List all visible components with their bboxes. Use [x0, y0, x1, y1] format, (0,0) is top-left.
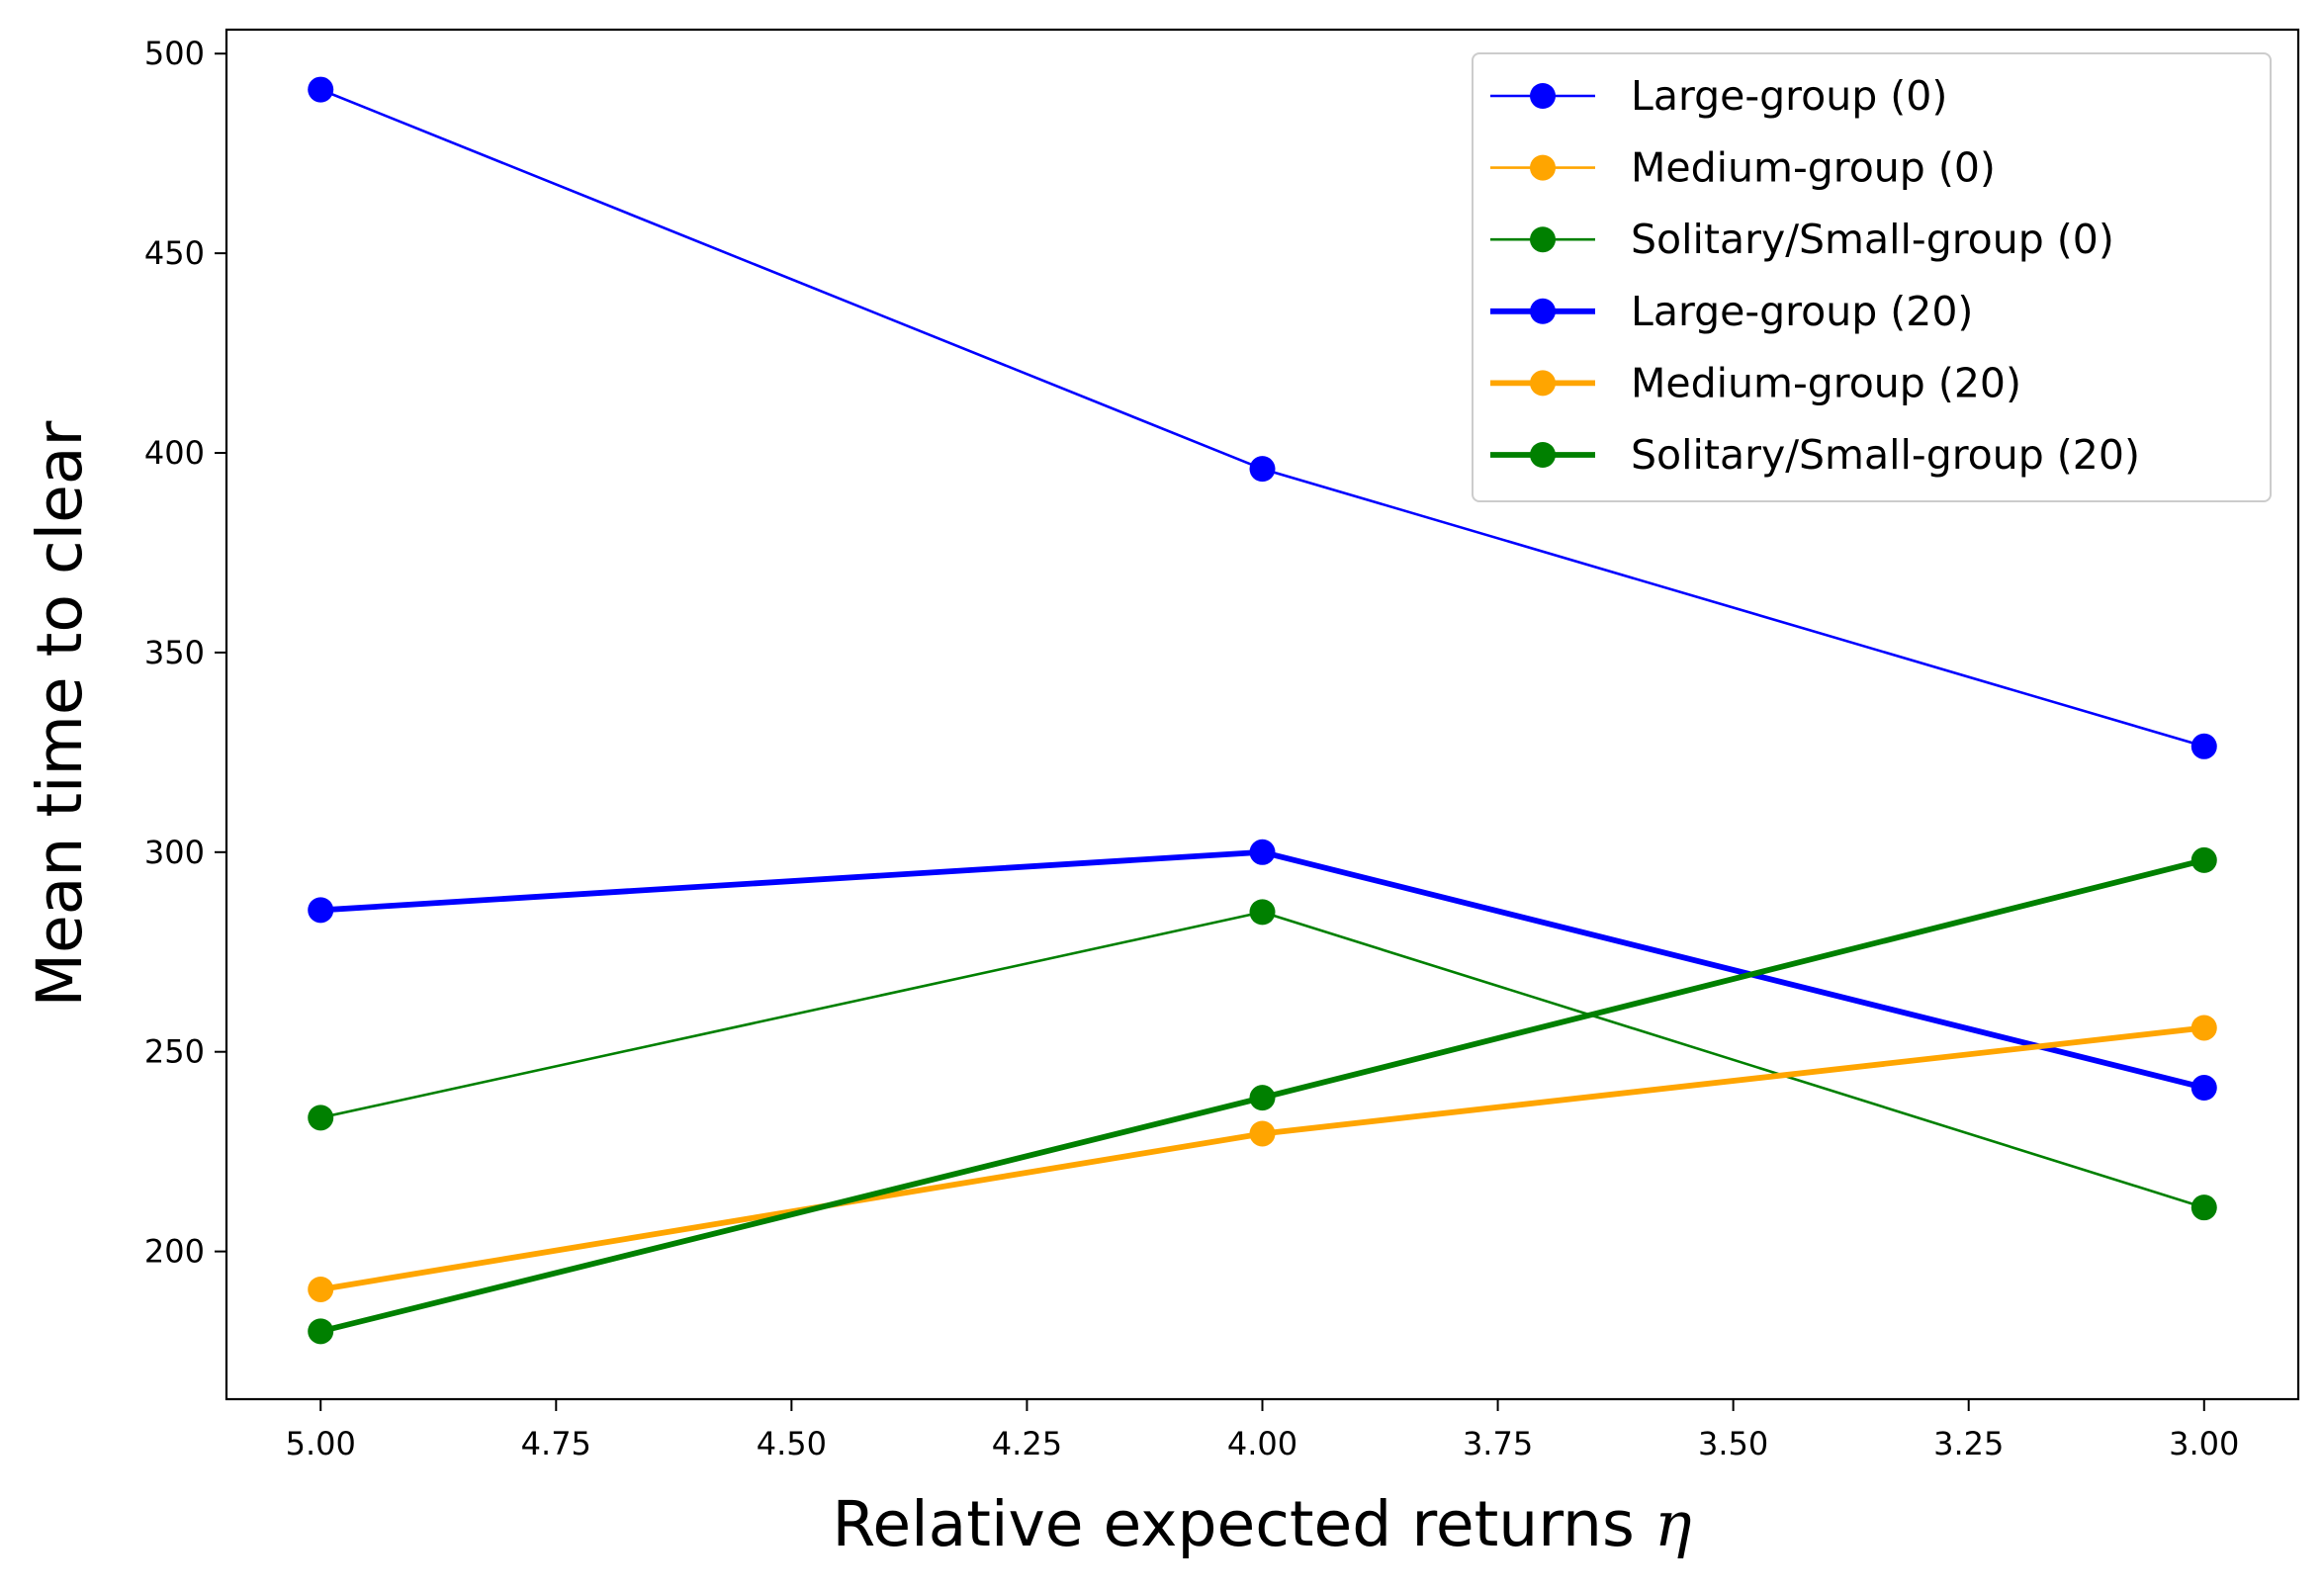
- y-tick-label: 400: [144, 434, 205, 472]
- x-axis-label-text: Relative expected returns: [832, 1488, 1634, 1560]
- data-point: [2190, 846, 2217, 873]
- legend-label: Medium-group (20): [1631, 359, 2021, 406]
- y-tick-label: 250: [144, 1033, 205, 1071]
- x-tick-label: 4.75: [521, 1425, 591, 1462]
- legend-entry: Medium-group (20): [1490, 359, 2021, 406]
- series-3: [308, 899, 2217, 1221]
- data-point: [308, 897, 334, 924]
- legend-entry: Solitary/Small-group (20): [1490, 431, 2140, 479]
- data-point: [2190, 733, 2217, 759]
- series-4: [308, 839, 2217, 1102]
- legend-entry: Solitary/Small-group (0): [1490, 216, 2114, 263]
- y-axis-label: Mean time to clear: [24, 421, 96, 1008]
- legend-entry: Large-group (0): [1490, 72, 1947, 120]
- x-axis-label: Relative expected returns η: [832, 1488, 1691, 1560]
- x-tick-label: 5.00: [286, 1425, 356, 1462]
- y-tick-label: 200: [144, 1233, 205, 1271]
- y-tick-label: 450: [144, 234, 205, 272]
- plot-frame: [224, 28, 2300, 1401]
- legend-label: Large-group (0): [1631, 72, 1947, 120]
- legend-marker: [1530, 83, 1556, 109]
- legend-marker: [1530, 442, 1556, 468]
- series-6: [308, 846, 2217, 1345]
- series-1: [308, 76, 2217, 759]
- x-axis-ticks: 5.00 4.75 4.50 4.25 4.00 3.75 3.50 3.25 3.00: [286, 1399, 2239, 1462]
- y-tick-label: 500: [144, 35, 205, 72]
- legend-marker: [1530, 154, 1556, 181]
- data-point: [2190, 1075, 2217, 1102]
- data-point: [308, 1276, 334, 1302]
- legend: Large-group (0) Medium-group (0) Solitary/…: [1472, 52, 2272, 502]
- data-point: [1249, 839, 1276, 865]
- x-tick-label: 4.50: [757, 1425, 827, 1462]
- data-point: [1249, 899, 1276, 926]
- x-tick-label: 4.00: [1227, 1425, 1297, 1462]
- x-tick-label: 3.25: [1933, 1425, 2004, 1462]
- x-tick-label: 3.00: [2169, 1425, 2239, 1462]
- legend-marker: [1530, 298, 1556, 324]
- series-layer: [308, 76, 2217, 1345]
- data-point: [1249, 1120, 1276, 1147]
- y-tick-label: 300: [144, 834, 205, 871]
- legend-label: Solitary/Small-group (20): [1631, 431, 2140, 479]
- legend-entry: Medium-group (0): [1490, 144, 1996, 192]
- legend-label: Large-group (20): [1631, 288, 1973, 335]
- x-tick-label: 4.25: [992, 1425, 1062, 1462]
- series-line: [316, 1024, 2208, 1293]
- y-axis-ticks: 200 250 300 350 400 450 500: [144, 35, 226, 1271]
- x-tick-label: 3.75: [1463, 1425, 1533, 1462]
- series-5: [308, 1015, 2217, 1302]
- data-point: [2190, 1015, 2217, 1041]
- data-point: [308, 76, 334, 103]
- legend-marker: [1530, 226, 1556, 253]
- data-point: [1249, 1085, 1276, 1111]
- data-point: [308, 1318, 334, 1345]
- y-tick-label: 350: [144, 634, 205, 671]
- legend-label: Medium-group (0): [1631, 144, 1996, 192]
- legend-label: Solitary/Small-group (0): [1631, 216, 2114, 263]
- x-axis-label-symbol: η: [1654, 1488, 1692, 1560]
- x-tick-label: 3.50: [1698, 1425, 1768, 1462]
- legend-marker: [1530, 370, 1556, 397]
- data-point: [308, 1105, 334, 1131]
- legend-frame: [1472, 52, 2272, 502]
- legend-entry: Large-group (20): [1490, 288, 1973, 335]
- series-line: [317, 848, 2208, 1092]
- data-point: [2190, 1194, 2217, 1221]
- data-point: [1249, 456, 1276, 483]
